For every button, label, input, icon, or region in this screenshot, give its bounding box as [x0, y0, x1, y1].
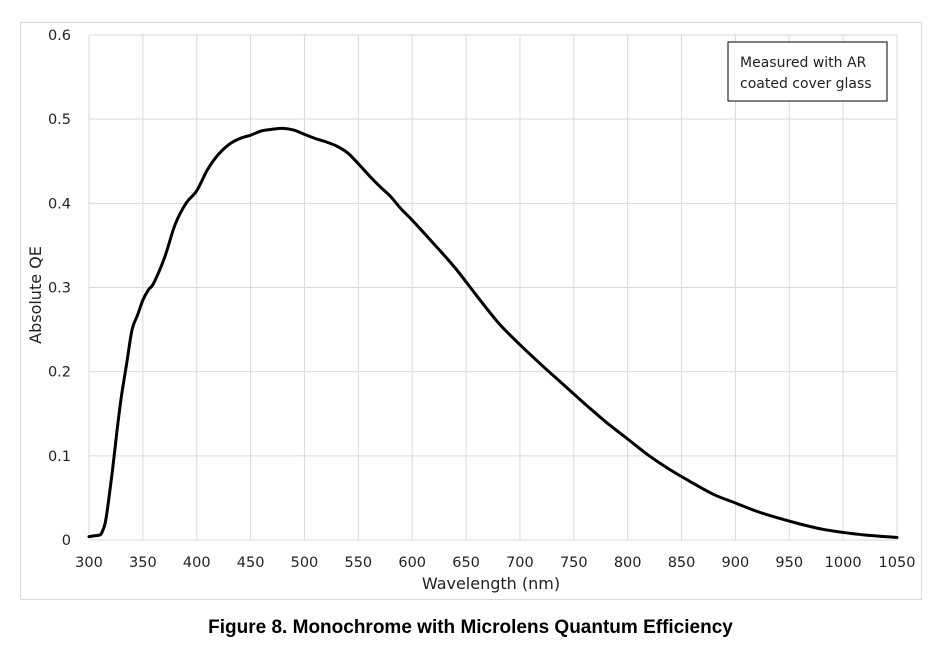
qe-data-point	[136, 314, 139, 317]
qe-data-point	[98, 534, 101, 536]
y-tick-label: 0.6	[48, 28, 71, 44]
qe-data-point	[669, 469, 672, 471]
x-tick-label: 550	[344, 555, 372, 571]
qe-data-point	[303, 133, 306, 136]
annotation-line-1: Measured with AR	[740, 55, 867, 71]
qe-data-point	[228, 143, 230, 146]
x-tick-label: 350	[129, 555, 157, 571]
qe-data-point	[379, 185, 381, 188]
qe-data-point	[799, 523, 801, 525]
qe-data-point	[282, 127, 284, 130]
qe-data-point	[163, 257, 166, 259]
qe-data-point	[896, 536, 898, 539]
qe-data-point	[519, 343, 521, 346]
x-tick-label: 850	[668, 555, 696, 571]
qe-data-point	[476, 295, 478, 297]
x-tick-label: 900	[722, 555, 750, 571]
qe-data-point	[88, 535, 90, 538]
qe-data-point	[152, 282, 155, 285]
y-tick-label: 0.5	[48, 112, 71, 128]
grid	[88, 34, 898, 541]
qe-data-point	[217, 153, 220, 156]
x-tick-label: 650	[452, 555, 480, 571]
qe-data-point	[116, 429, 118, 432]
qe-data-point	[174, 223, 176, 226]
x-tick-label: 750	[560, 555, 588, 571]
x-tick-label: 1000	[825, 555, 862, 571]
qe-data-point	[626, 438, 629, 440]
figure-caption: Figure 8. Monochrome with Microlens Quan…	[208, 617, 733, 638]
qe-data-point	[583, 402, 586, 405]
qe-data-point	[432, 242, 435, 245]
qe-data-point	[756, 510, 758, 513]
qe-data-point	[497, 322, 500, 324]
qe-data-point	[125, 362, 128, 365]
x-tick-label: 600	[398, 555, 426, 571]
qe-data-point	[239, 137, 241, 140]
x-axis-title: Wavelength (nm)	[422, 574, 560, 593]
x-tick-label: 800	[614, 555, 642, 571]
qe-data-point	[648, 455, 651, 457]
y-axis-title: Absolute QE	[26, 246, 45, 344]
qe-data-point	[357, 162, 360, 165]
qe-data-point	[271, 128, 273, 131]
qe-data-point	[820, 528, 823, 530]
y-tick-label: 0.1	[48, 449, 71, 465]
qe-data-point	[411, 219, 414, 221]
qe-data-point	[104, 522, 106, 524]
chart-frame: 0 0.1 0.2 0.3 0.4 0.5 0.6 300 350 400 450 500 550 60…	[20, 22, 922, 600]
x-tick-label: 950	[775, 555, 803, 571]
qe-data-point	[335, 145, 338, 147]
x-tick-label: 300	[75, 555, 103, 571]
qe-data-point	[389, 195, 392, 198]
qe-data-point	[400, 208, 403, 211]
x-tick-label: 400	[183, 555, 211, 571]
x-tick-label: 700	[506, 555, 534, 571]
qe-data-point	[713, 493, 715, 496]
y-tick-labels: 0 0.1 0.2 0.3 0.4 0.5 0.6	[48, 28, 71, 549]
qe-data-point	[346, 152, 349, 154]
series-group	[87, 126, 899, 539]
qe-data-point	[314, 137, 317, 140]
qe-data-point	[325, 141, 327, 143]
annotation-line-2: coated cover glass	[740, 76, 872, 92]
qe-data-point	[863, 534, 866, 536]
qe-data-point	[691, 481, 694, 484]
annotation-border	[727, 41, 888, 102]
qe-data-point	[185, 202, 187, 205]
qe-data-point	[147, 289, 150, 291]
qe-data-point	[206, 168, 209, 171]
x-tick-labels: 300 350 400 450 500 550 600 650 700 750 800 850 900 9…	[75, 555, 915, 571]
y-tick-label: 0.3	[48, 281, 71, 297]
qe-data-point	[540, 364, 543, 366]
qe-data-point	[93, 534, 96, 537]
qe-data-point	[605, 421, 607, 423]
qe-data-point	[292, 129, 295, 131]
y-tick-label: 0	[62, 533, 71, 549]
qe-data-point	[842, 531, 844, 534]
y-tick-label: 0.2	[48, 365, 71, 381]
qe-series-line	[87, 126, 899, 539]
y-tick-label: 0.4	[48, 196, 71, 212]
x-tick-label: 500	[291, 555, 319, 571]
qe-data-point	[131, 328, 133, 331]
qe-data-point	[195, 189, 198, 192]
qe-data-point	[260, 130, 263, 132]
x-tick-label: 450	[237, 555, 265, 571]
qe-data-point	[101, 531, 103, 534]
qe-data-point	[777, 517, 780, 519]
qe-data-point	[120, 396, 123, 398]
qe-data-point	[454, 267, 457, 269]
qe-data-point	[107, 501, 110, 503]
qe-data-point	[142, 299, 144, 301]
qe-data-point	[368, 174, 370, 177]
qe-data-point	[111, 467, 114, 470]
qe-data-point	[562, 383, 564, 386]
qe-data-point	[734, 502, 737, 504]
annotation-box: Measured with AR coated cover glass	[727, 41, 888, 102]
x-tick-label: 1050	[879, 555, 916, 571]
qe-chart: 0 0.1 0.2 0.3 0.4 0.5 0.6 300 350 400 450 500 550 60…	[26, 28, 915, 593]
qe-data-point	[249, 134, 252, 136]
